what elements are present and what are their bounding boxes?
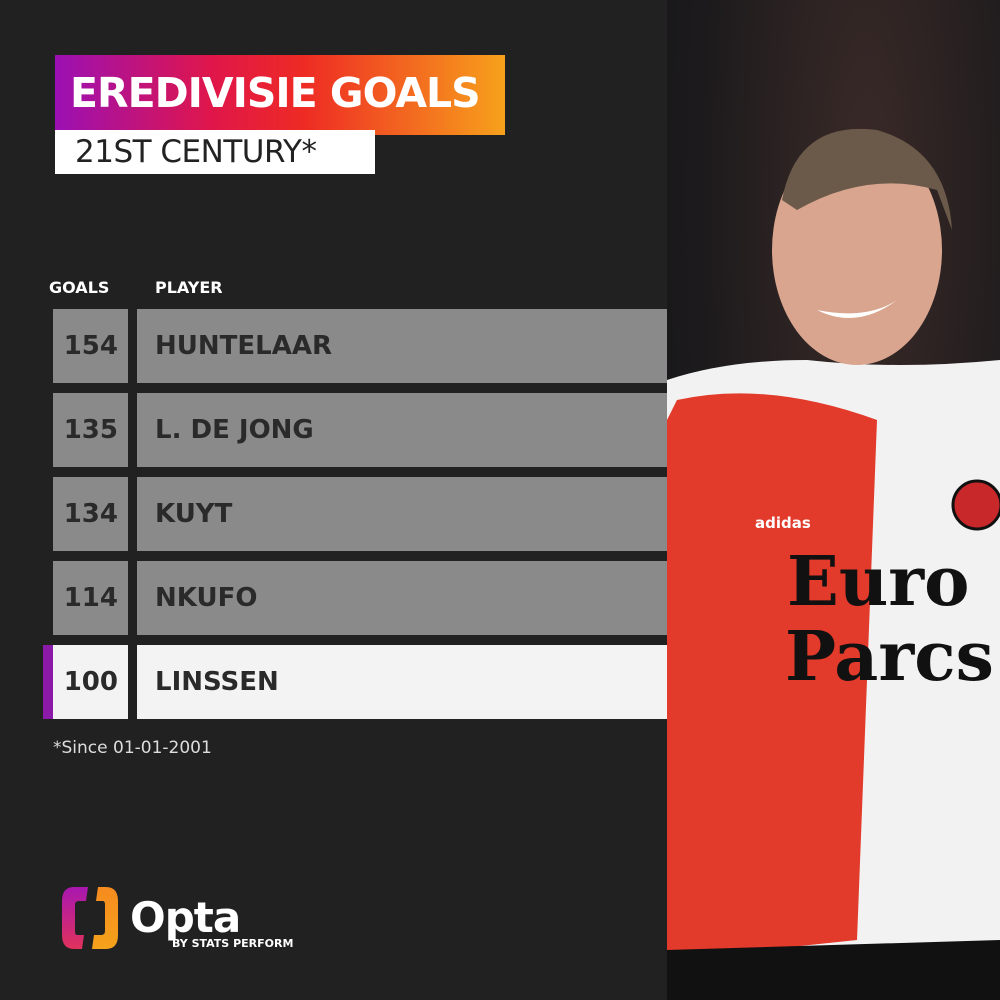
player-illustration: Euro Parcs adidas xyxy=(667,128,1000,1000)
table-row: 114 NKUFO xyxy=(0,561,667,635)
table-row: 135 L. DE JONG xyxy=(0,393,667,467)
player-photo: Euro Parcs adidas xyxy=(667,0,1000,1000)
goals-value: 134 xyxy=(63,499,118,529)
goals-cell: 135 xyxy=(53,393,128,467)
goals-value: 154 xyxy=(63,331,118,361)
goals-value: 100 xyxy=(63,667,118,697)
table-row: 134 KUYT xyxy=(0,477,667,551)
goals-cell: 154 xyxy=(53,309,128,383)
goals-cell: 134 xyxy=(53,477,128,551)
goals-value: 114 xyxy=(63,583,118,613)
sponsor-text-1: Euro xyxy=(787,542,969,622)
opta-wordmark: Opta xyxy=(130,893,241,942)
opta-subline: BY STATS PERFORM xyxy=(172,937,294,950)
table-row: 100 LINSSEN xyxy=(0,645,667,719)
player-cell: NKUFO xyxy=(137,561,667,635)
goals-cell: 114 xyxy=(53,561,128,635)
player-name: NKUFO xyxy=(155,583,258,613)
player-cell: HUNTELAAR xyxy=(137,309,667,383)
player-cell: L. DE JONG xyxy=(137,393,667,467)
opta-logo-icon xyxy=(62,887,118,949)
sponsor-text-2: Parcs xyxy=(785,617,994,697)
table-row: 154 HUNTELAAR xyxy=(0,309,667,383)
highlight-marker xyxy=(43,645,53,719)
player-cell: KUYT xyxy=(137,477,667,551)
column-header-player: PLAYER xyxy=(155,278,223,297)
column-header-goals: GOALS xyxy=(49,278,110,297)
club-crest-icon xyxy=(951,479,1000,531)
player-name: L. DE JONG xyxy=(155,415,314,445)
player-name: LINSSEN xyxy=(155,667,279,697)
player-name: HUNTELAAR xyxy=(155,331,332,361)
player-cell: LINSSEN xyxy=(137,645,667,719)
title-banner: EREDIVISIE GOALS xyxy=(55,55,505,135)
goals-cell: 100 xyxy=(53,645,128,719)
footnote: *Since 01-01-2001 xyxy=(53,738,212,758)
page-title: EREDIVISIE GOALS xyxy=(70,69,481,117)
kit-brand-text: adidas xyxy=(755,514,811,532)
page-subtitle: 21ST CENTURY* xyxy=(75,134,317,170)
player-name: KUYT xyxy=(155,499,233,529)
goals-value: 135 xyxy=(63,415,118,445)
subtitle-banner: 21ST CENTURY* xyxy=(55,130,375,174)
